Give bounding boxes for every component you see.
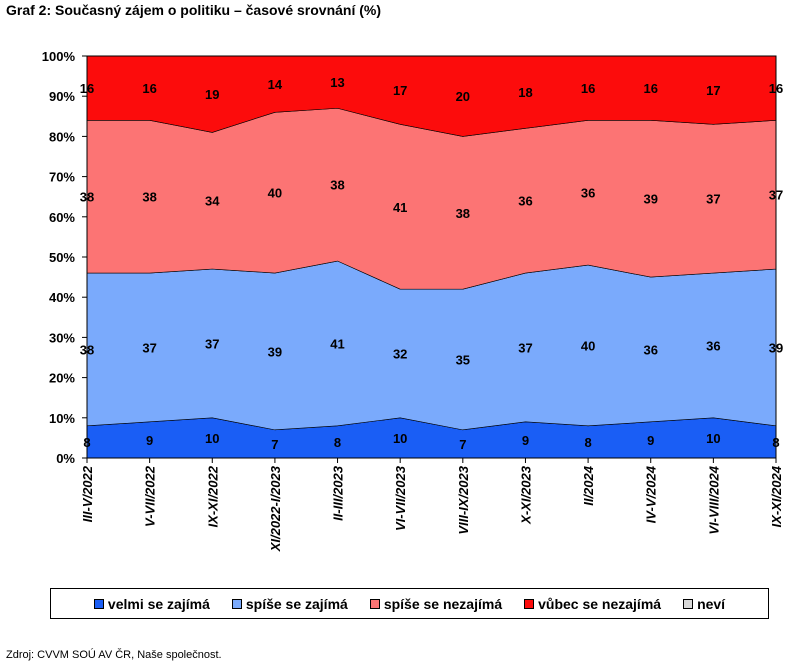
data-label: 41: [393, 200, 407, 215]
data-label: 7: [459, 437, 466, 452]
y-tick-label: 80%: [49, 129, 75, 144]
y-tick-label: 100%: [42, 49, 76, 64]
data-label: 41: [330, 336, 344, 351]
y-tick-label: 0%: [56, 451, 75, 466]
data-label: 20: [456, 89, 470, 104]
x-tick-label: VIII-IX/2023: [456, 465, 471, 534]
data-label: 8: [772, 435, 779, 450]
chart-title: Graf 2: Současný zájem o politiku – časo…: [6, 2, 382, 18]
y-tick-label: 10%: [49, 411, 75, 426]
legend-label: neví: [697, 595, 726, 612]
x-tick-label: II-III/2023: [331, 465, 346, 521]
data-label: 14: [268, 77, 283, 92]
area-series-2: [86, 107, 777, 290]
x-tick-label: V-VII/2022: [143, 465, 158, 527]
legend-item: vůbec se nezajímá: [524, 596, 661, 612]
legend-item: spíše se zajímá: [231, 595, 348, 612]
legend-swatch: [683, 598, 694, 609]
legend-label: vůbec se nezajímá: [538, 595, 662, 612]
data-label: 17: [706, 83, 720, 98]
data-label: 8: [83, 435, 90, 450]
data-label: 32: [393, 346, 407, 361]
data-label: 39: [268, 344, 282, 359]
y-tick-label: 40%: [49, 290, 75, 305]
legend-swatch: [369, 598, 380, 609]
data-label: 10: [205, 431, 219, 446]
data-label: 38: [142, 190, 156, 205]
legend-item: spíše se nezajímá: [369, 595, 503, 612]
x-tick-label: III-V/2022: [80, 465, 95, 522]
data-label: 36: [643, 342, 657, 357]
x-tick-label: IX-XI/2024: [769, 465, 784, 527]
data-label: 17: [393, 83, 407, 98]
data-label: 37: [205, 336, 219, 351]
y-tick-label: 70%: [49, 170, 75, 185]
data-label: 16: [769, 81, 783, 96]
data-label: 34: [205, 194, 220, 209]
x-tick-label: VI-VII/2023: [393, 465, 408, 531]
data-label: 39: [643, 192, 657, 207]
x-tick-label: VI-VIII/2024: [706, 465, 721, 534]
data-label: 16: [80, 81, 94, 96]
data-label: 38: [456, 206, 470, 221]
data-label: 16: [142, 81, 156, 96]
y-tick-label: 30%: [49, 330, 75, 345]
data-label: 36: [706, 338, 720, 353]
data-label: 13: [330, 75, 344, 90]
legend-item: velmi se zajímá: [93, 595, 210, 612]
data-label: 16: [581, 81, 595, 96]
y-tick-label: 90%: [49, 89, 75, 104]
x-tick-label: X-XI/2023: [518, 465, 533, 525]
legend-label: spíše se nezajímá: [383, 595, 503, 612]
data-label: 40: [268, 186, 282, 201]
data-label: 10: [393, 431, 407, 446]
data-label: 8: [334, 435, 341, 450]
data-label: 16: [643, 81, 657, 96]
data-label: 40: [581, 338, 595, 353]
data-label: 39: [769, 340, 783, 355]
chart-plot: 8 9 10 7 8 10 7 9 8 9 10 8 38 37 37 39 41 32 35 37 40 36 36 39 3…: [42, 49, 784, 552]
data-label: 9: [647, 433, 654, 448]
data-label: 38: [80, 342, 94, 357]
data-label: 37: [706, 192, 720, 207]
data-label: 19: [205, 87, 219, 102]
data-label: 37: [769, 188, 783, 203]
data-label: 10: [706, 431, 720, 446]
chart-legend: velmi se zajímá spíše se zajímá spíše se n…: [50, 588, 769, 619]
legend-label: velmi se zajímá: [107, 595, 210, 612]
legend-swatch: [231, 598, 242, 609]
x-tick-label: IX-XI/2022: [205, 465, 220, 527]
legend-item: neví: [683, 596, 725, 612]
legend-swatch: [93, 598, 104, 609]
x-tick-label: IV-V/2024: [644, 465, 659, 523]
legend-swatch: [524, 598, 535, 609]
y-tick-label: 20%: [49, 371, 75, 386]
data-label: 8: [584, 435, 591, 450]
data-label: 7: [271, 437, 278, 452]
data-label: 9: [522, 433, 529, 448]
y-tick-label: 50%: [49, 250, 75, 265]
x-tick-label: II/2024: [581, 465, 596, 506]
data-label: 36: [581, 186, 595, 201]
x-tick-label: XI/2022-I/2023: [268, 465, 283, 552]
data-label: 9: [146, 433, 153, 448]
data-label: 38: [330, 178, 344, 193]
y-tick-label: 60%: [49, 210, 75, 225]
data-label: 37: [518, 340, 532, 355]
data-label: 37: [142, 340, 156, 355]
data-label: 36: [518, 194, 532, 209]
legend-label: spíše se zajímá: [245, 595, 348, 612]
data-label: 18: [518, 85, 532, 100]
source-note: Zdroj: CVVM SOÚ AV ČR, Naše společnost.: [6, 649, 222, 661]
data-label: 35: [456, 353, 470, 368]
data-label: 38: [80, 190, 94, 205]
